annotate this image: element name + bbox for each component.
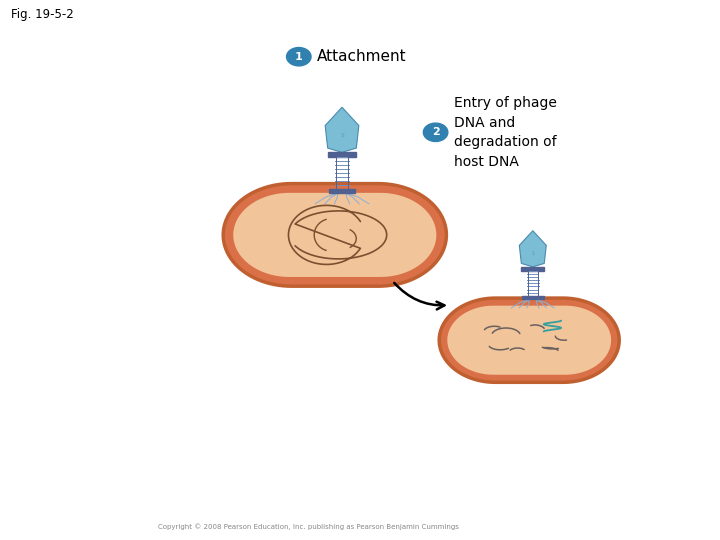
- Polygon shape: [519, 231, 546, 267]
- Text: Attachment: Attachment: [317, 49, 406, 64]
- Circle shape: [423, 123, 448, 141]
- Text: Copyright © 2008 Pearson Education, Inc. publishing as Pearson Benjamin Cummings: Copyright © 2008 Pearson Education, Inc.…: [158, 524, 459, 530]
- Polygon shape: [233, 193, 436, 277]
- Text: 2: 2: [432, 127, 439, 137]
- Polygon shape: [447, 306, 611, 375]
- Polygon shape: [223, 184, 446, 286]
- Text: Entry of phage
DNA and
degradation of
host DNA: Entry of phage DNA and degradation of ho…: [454, 96, 557, 168]
- Polygon shape: [439, 298, 619, 382]
- Circle shape: [287, 48, 311, 66]
- Text: 1: 1: [295, 52, 302, 62]
- Bar: [522, 296, 544, 300]
- Bar: [328, 152, 356, 157]
- Bar: [521, 267, 544, 271]
- Text: $: $: [531, 251, 534, 256]
- Text: Fig. 19-5-2: Fig. 19-5-2: [11, 8, 73, 21]
- Text: $: $: [340, 133, 344, 138]
- Polygon shape: [325, 107, 359, 152]
- Bar: [328, 189, 356, 193]
